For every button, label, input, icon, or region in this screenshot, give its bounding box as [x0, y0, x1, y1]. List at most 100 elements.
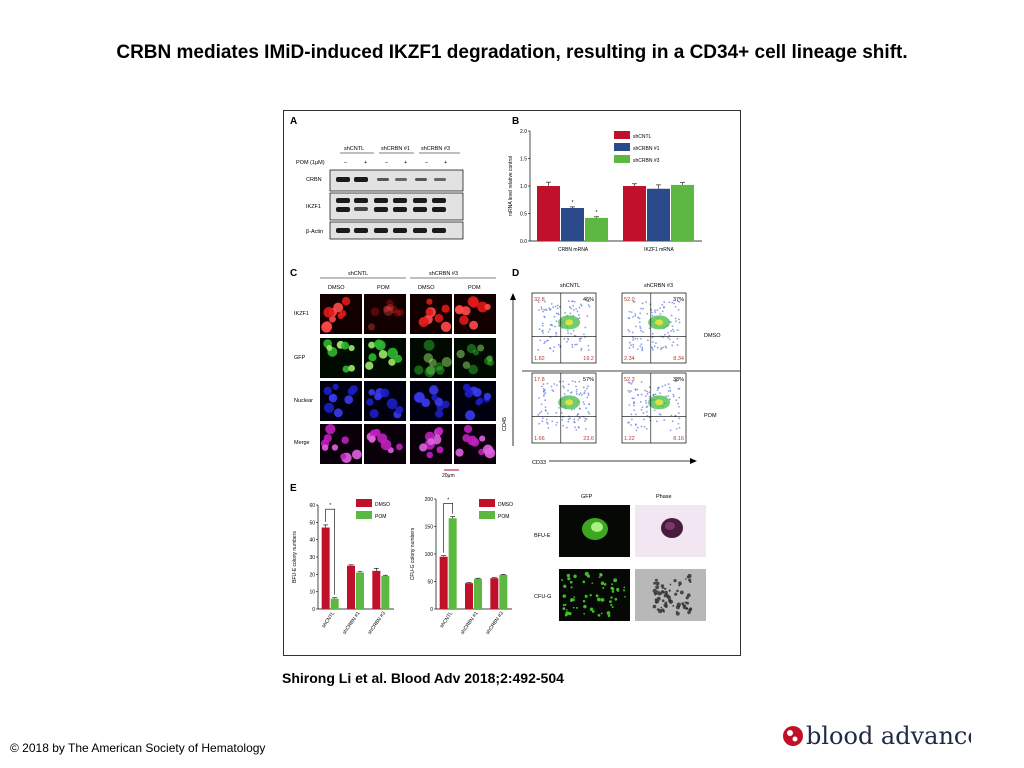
- lane-sign-6: +: [444, 160, 447, 166]
- ytick-label: 100: [425, 552, 434, 558]
- if-cond-3: DMSO: [418, 285, 435, 291]
- legend-label: POM: [375, 514, 386, 520]
- legend-swatch: [356, 499, 372, 507]
- if-row-gfp: GFP: [294, 355, 306, 361]
- bar: [465, 583, 473, 609]
- if-cond-2: POM: [377, 285, 390, 291]
- quadrant-ur: 57%: [583, 377, 594, 383]
- quadrant-lr: 19.2: [583, 356, 594, 362]
- quadrant-ul: 32.8: [534, 297, 545, 303]
- ytick-label: 2.0: [520, 129, 527, 135]
- category-label: CRBN mRNA: [558, 247, 589, 253]
- flow-row-pom: POM: [704, 413, 717, 419]
- category-label: shCRBN #1: [342, 611, 362, 636]
- if-row-merge: Merge: [294, 440, 310, 446]
- ylabel: mRNA level relative control: [508, 156, 514, 216]
- if-cond-4: POM: [468, 285, 481, 291]
- quadrant-ur: 37%: [673, 297, 684, 303]
- legend-swatch: [614, 143, 630, 151]
- legend-label: shCNTL: [633, 134, 652, 140]
- quadrant-ul: 52.0: [624, 297, 635, 303]
- lane-sign-4: +: [404, 160, 407, 166]
- quadrant-ll: 1.82: [534, 356, 545, 362]
- colony-col-phase: Phase: [656, 494, 672, 500]
- ytick-label: 0.0: [520, 239, 527, 245]
- copyright: © 2018 by The American Society of Hemato…: [10, 741, 266, 755]
- panel-b: B 0.0 0.5 1.0 1.5 2.0 CRBN mRNA IKZF1 mRNA mRNA…: [508, 116, 702, 253]
- panel-d-label: D: [512, 268, 519, 279]
- ytick-label: 150: [425, 525, 434, 531]
- panel-a: A shCNTL shCRBN #1 shCRBN #3 POM (1μM) –…: [290, 116, 464, 240]
- colony-images: [559, 505, 706, 621]
- if-image-grid: [320, 294, 496, 464]
- bar: [372, 570, 381, 609]
- journal-logo: blood advances: [781, 718, 994, 754]
- bar: [330, 598, 339, 609]
- chart-e-bfu: 0 10 20 30 40 50 60 shCNTL shCRBN #1 shCRBN #3 BFU…: [292, 499, 394, 636]
- ytick-label: 50: [309, 520, 315, 526]
- legend-swatch: [479, 511, 495, 519]
- ytick-label: 50: [427, 580, 433, 586]
- ikzf1-bands: [336, 198, 446, 212]
- ytick-label: 0: [430, 607, 433, 613]
- blood-drop-icon: [783, 726, 803, 746]
- quadrant-ul: 52.3: [624, 377, 635, 383]
- colony-col-gfp: GFP: [581, 494, 593, 500]
- bar: [561, 208, 584, 241]
- bar: [490, 578, 499, 609]
- flow-col-shcntl: shCNTL: [560, 283, 580, 289]
- quadrant-lr: 23.6: [583, 436, 594, 442]
- panel-c: C shCNTL shCRBN #3 DMSO POM DMSO POM IKZ…: [290, 268, 496, 479]
- bar: [356, 572, 364, 609]
- significance-star: *: [572, 200, 574, 206]
- bar: [585, 217, 608, 241]
- blot-group-shcrbn3: shCRBN #3: [421, 146, 450, 152]
- figure-frame: A shCNTL shCRBN #1 shCRBN #3 POM (1μM) –…: [283, 110, 741, 656]
- bar: [474, 578, 482, 609]
- chart-e-cfu: 0 50 100 150 200 shCNTL shCRBN #1 shCRBN #3 CFU-…: [410, 497, 513, 636]
- ytick-label: 10: [309, 590, 315, 596]
- actin-bands: [336, 228, 446, 233]
- ytick-label: 60: [309, 503, 315, 509]
- significance-star: *: [447, 497, 449, 503]
- ytick-label: 0: [312, 607, 315, 613]
- quadrant-ll: 2.34: [624, 356, 635, 362]
- panel-c-label: C: [290, 268, 297, 279]
- bar: [537, 186, 560, 241]
- quadrant-lr: 8.16: [673, 436, 684, 442]
- flow-yaxis-label: CD45: [502, 417, 508, 431]
- flow-xaxis-label: CD33: [532, 460, 546, 466]
- if-row-ikzf1: IKZF1: [294, 311, 309, 317]
- if-group-shcntl: shCNTL: [348, 271, 368, 277]
- ytick-label: 20: [309, 572, 315, 578]
- if-group-shcrbn3: shCRBN #3: [429, 271, 458, 277]
- quadrant-lr: 8.34: [673, 356, 684, 362]
- bar: [623, 186, 646, 241]
- if-image-tile: [364, 294, 406, 334]
- colony-row-cfug: CFU-G: [534, 594, 551, 600]
- cfug-phase-image: [635, 569, 706, 621]
- quadrant-ur: 46%: [583, 297, 594, 303]
- if-cond-1: DMSO: [328, 285, 345, 291]
- citation: Shirong Li et al. Blood Adv 2018;2:492-5…: [282, 670, 564, 686]
- legend-label: DMSO: [375, 502, 390, 508]
- ytick-label: 40: [309, 538, 315, 544]
- blot-group-shcrbn1: shCRBN #1: [381, 146, 410, 152]
- legend-label: DMSO: [498, 502, 513, 508]
- flow-row-dmso: DMSO: [704, 333, 721, 339]
- lane-sign-5: –: [425, 160, 429, 166]
- significance-star: *: [329, 503, 331, 509]
- category-label: shCRBN #1: [460, 611, 480, 636]
- chart-b: 0.0 0.5 1.0 1.5 2.0 CRBN mRNA IKZF1 mRNA mRNA l…: [508, 129, 702, 253]
- legend-swatch: [614, 155, 630, 163]
- bar: [347, 565, 355, 609]
- ytick-label: 1.5: [520, 157, 527, 163]
- lane-sign-1: –: [344, 160, 348, 166]
- category-label: IKZF1 mRNA: [644, 247, 674, 253]
- ylabel: CFU-G colony numbers: [410, 527, 416, 580]
- category-label: shCNTL: [321, 611, 337, 630]
- bar: [439, 556, 448, 609]
- legend-label: shCRBN #3: [633, 158, 660, 164]
- legend-label: POM: [498, 514, 509, 520]
- treatment-label: POM (1μM): [296, 160, 325, 166]
